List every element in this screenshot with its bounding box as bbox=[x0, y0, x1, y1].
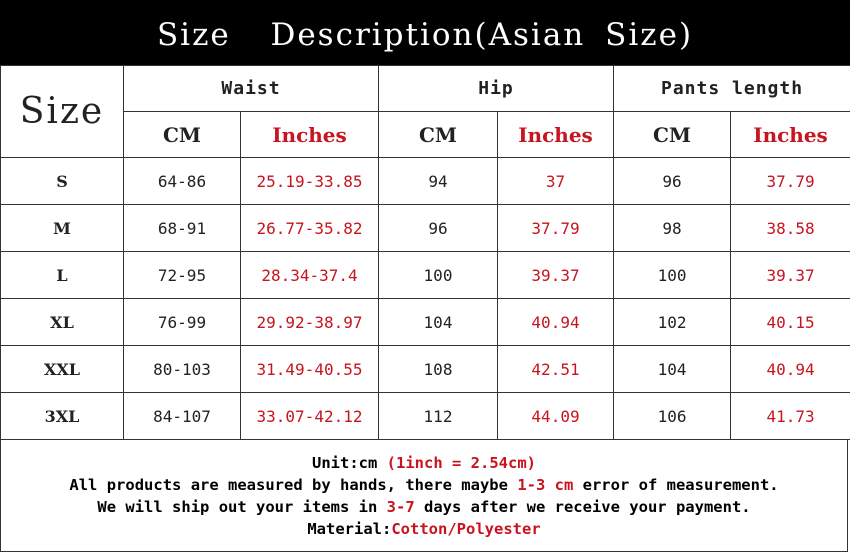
cell-len-cm: 106 bbox=[613, 392, 732, 440]
ship-text-end: days after we receive your payment. bbox=[414, 498, 751, 516]
size-table: Size Waist Hip Pants length CM Inches CM… bbox=[0, 65, 850, 440]
ship-days: 3-7 bbox=[386, 498, 415, 516]
waist-header: Waist bbox=[123, 65, 379, 112]
ship-line: We will ship out your items in 3-7 days … bbox=[1, 496, 847, 518]
cell-hip-in: 40.94 bbox=[496, 298, 615, 346]
cell-len-in: 41.73 bbox=[730, 392, 850, 440]
footer-notes: Unit:cm (1inch = 2.54cm) All products ar… bbox=[0, 440, 848, 552]
cell-waist-in: 25.19-33.85 bbox=[240, 157, 379, 205]
cell-size: M bbox=[0, 204, 124, 252]
table-row: M 68-91 26.77-35.82 96 37.79 98 38.58 bbox=[0, 204, 850, 252]
cell-waist-cm: 64-86 bbox=[123, 157, 241, 205]
cell-len-cm: 96 bbox=[613, 157, 732, 205]
cell-waist-in: 33.07-42.12 bbox=[240, 392, 379, 440]
material-value: Cotton/Polyester bbox=[391, 520, 541, 538]
cell-size: XXL bbox=[0, 345, 124, 393]
pants-length-header: Pants length bbox=[613, 65, 850, 112]
measure-text-end: error of measurement. bbox=[573, 476, 779, 494]
cell-hip-in: 37.79 bbox=[496, 204, 615, 252]
cell-hip-cm: 112 bbox=[378, 392, 498, 440]
cell-hip-in: 37 bbox=[496, 157, 615, 205]
length-inches-header: Inches bbox=[730, 111, 850, 158]
waist-cm-header: CM bbox=[123, 111, 241, 158]
cell-hip-cm: 104 bbox=[378, 298, 498, 346]
cell-waist-cm: 68-91 bbox=[123, 204, 241, 252]
cell-len-in: 40.15 bbox=[730, 298, 850, 346]
cell-len-in: 40.94 bbox=[730, 345, 850, 393]
cell-size: XL bbox=[0, 298, 124, 346]
hip-header: Hip bbox=[377, 65, 615, 112]
hip-cm-header: CM bbox=[378, 111, 498, 158]
unit-conversion: (1inch = 2.54cm) bbox=[386, 454, 536, 472]
length-cm-header: CM bbox=[613, 111, 732, 158]
cell-hip-cm: 94 bbox=[378, 157, 498, 205]
table-row: L 72-95 28.34-37.4 100 39.37 100 39.37 bbox=[0, 251, 850, 299]
cell-len-cm: 104 bbox=[613, 345, 732, 393]
cell-hip-in: 44.09 bbox=[496, 392, 615, 440]
unit-text: Unit:cm bbox=[312, 454, 387, 472]
cell-len-cm: 98 bbox=[613, 204, 732, 252]
cell-waist-in: 29.92-38.97 bbox=[240, 298, 379, 346]
hip-inches-header: Inches bbox=[496, 111, 615, 158]
cell-waist-cm: 80-103 bbox=[123, 345, 241, 393]
cell-waist-in: 26.77-35.82 bbox=[240, 204, 379, 252]
waist-inches-header: Inches bbox=[240, 111, 379, 158]
measure-error: 1-3 cm bbox=[517, 476, 574, 494]
cell-waist-cm: 76-99 bbox=[123, 298, 241, 346]
cell-hip-cm: 100 bbox=[378, 251, 498, 299]
measure-text: All products are measured by hands, ther… bbox=[69, 476, 518, 494]
cell-len-in: 38.58 bbox=[730, 204, 850, 252]
cell-hip-cm: 108 bbox=[378, 345, 498, 393]
ship-text: We will ship out your items in bbox=[97, 498, 387, 516]
table-row: 3XL 84-107 33.07-42.12 112 44.09 106 41.73 bbox=[0, 392, 850, 440]
cell-len-in: 37.79 bbox=[730, 157, 850, 205]
measure-line: All products are measured by hands, ther… bbox=[1, 474, 847, 496]
cell-waist-in: 28.34-37.4 bbox=[240, 251, 379, 299]
cell-hip-cm: 96 bbox=[378, 204, 498, 252]
cell-len-cm: 100 bbox=[613, 251, 732, 299]
material-label: Material: bbox=[307, 520, 392, 538]
cell-waist-cm: 84-107 bbox=[123, 392, 241, 440]
cell-size: L bbox=[0, 251, 124, 299]
table-row: S 64-86 25.19-33.85 94 37 96 37.79 bbox=[0, 157, 850, 205]
cell-waist-cm: 72-95 bbox=[123, 251, 241, 299]
cell-len-cm: 102 bbox=[613, 298, 732, 346]
cell-hip-in: 42.51 bbox=[496, 345, 615, 393]
cell-waist-in: 31.49-40.55 bbox=[240, 345, 379, 393]
table-row: XL 76-99 29.92-38.97 104 40.94 102 40.15 bbox=[0, 298, 850, 346]
table-row: XXL 80-103 31.49-40.55 108 42.51 104 40.94 bbox=[0, 345, 850, 393]
unit-line: Unit:cm (1inch = 2.54cm) bbox=[1, 452, 847, 474]
size-header: Size bbox=[0, 65, 124, 158]
material-line: Material:Cotton/Polyester bbox=[1, 518, 847, 540]
cell-size: 3XL bbox=[0, 392, 124, 440]
cell-size: S bbox=[0, 157, 124, 205]
cell-hip-in: 39.37 bbox=[496, 251, 615, 299]
chart-title: Size Description(Asian Size) bbox=[0, 0, 850, 65]
cell-len-in: 39.37 bbox=[730, 251, 850, 299]
